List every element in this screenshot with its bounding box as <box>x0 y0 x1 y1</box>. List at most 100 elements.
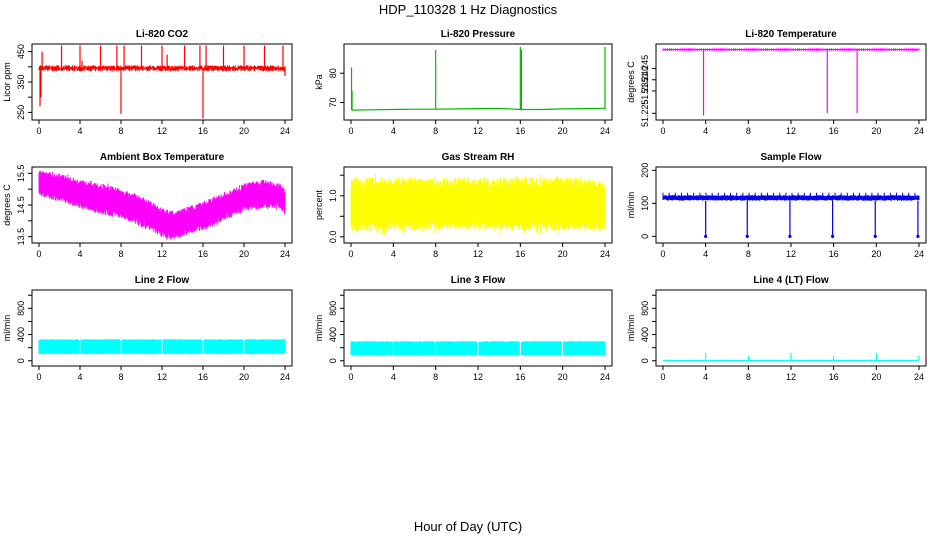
x-tick-label: 0 <box>36 249 41 259</box>
y-axis: 250 350 450 <box>16 44 32 120</box>
x-tick-label: 16 <box>198 126 208 136</box>
y-tick-label: 800 <box>328 301 338 316</box>
x-tick-label: 16 <box>198 372 208 382</box>
x-axis: 0 4 8 12 16 20 24 <box>348 366 610 382</box>
x-tick-label: 4 <box>391 249 396 259</box>
panel-8: Line 3 Flow ml/min 0 4 8 12 16 20 24 0 400 800 <box>314 275 613 382</box>
x-tick-label: 4 <box>703 249 708 259</box>
data-band <box>662 192 920 201</box>
panel-1: Li-820 CO2 Licor ppm 0 4 8 12 16 20 24 250 350 450 <box>2 29 293 136</box>
x-tick-label: 20 <box>558 126 568 136</box>
x-tick-label: 24 <box>600 126 610 136</box>
panel-4: Ambient Box Temperature degrees C 0 4 8 12 16 2… <box>2 152 293 259</box>
x-tick-label: 20 <box>239 126 249 136</box>
x-tick-label: 20 <box>558 249 568 259</box>
x-tick-label: 8 <box>118 372 123 382</box>
plot-frame <box>655 166 927 244</box>
x-tick-label: 4 <box>703 372 708 382</box>
y-tick-label: 400 <box>640 327 650 342</box>
panel-5: Gas Stream RH percent 0 4 8 12 16 20 24 0.0 1.0 <box>314 152 613 259</box>
panel-title: Gas Stream RH <box>442 152 515 163</box>
panel-title: Line 2 Flow <box>135 275 190 286</box>
y-axis-label: Licor ppm <box>2 62 12 102</box>
x-tick-label: 24 <box>280 372 290 382</box>
y-tick-label: 51.245 <box>640 55 650 83</box>
y-axis-label: percent <box>314 189 324 220</box>
y-axis: 70 80 <box>328 68 344 107</box>
x-tick-label: 4 <box>77 126 82 136</box>
x-tick-label: 0 <box>36 126 41 136</box>
x-tick-label: 8 <box>746 126 751 136</box>
x-tick-label: 16 <box>829 372 839 382</box>
x-tick-label: 16 <box>515 249 525 259</box>
panel-title: Li-820 Temperature <box>745 29 837 40</box>
y-axis-label: degrees C <box>626 61 636 103</box>
panel-3: Li-820 Temperature degrees C 0 4 8 12 16 20 24 51… <box>626 29 927 136</box>
x-tick-label: 24 <box>280 249 290 259</box>
x-tick-label: 12 <box>157 126 167 136</box>
dip-point-3 <box>788 234 792 238</box>
panel-title: Ambient Box Temperature <box>100 152 225 163</box>
x-tick-label: 8 <box>118 126 123 136</box>
y-tick-label: 800 <box>16 301 26 316</box>
x-tick-label: 20 <box>871 372 881 382</box>
x-tick-label: 16 <box>829 249 839 259</box>
x-tick-label: 12 <box>157 249 167 259</box>
x-tick-label: 0 <box>660 126 665 136</box>
x-tick-label: 0 <box>348 249 353 259</box>
x-tick-label: 8 <box>746 372 751 382</box>
plot-frame <box>31 289 293 367</box>
y-axis: 0 400 800 <box>16 294 32 363</box>
x-tick-label: 4 <box>77 249 82 259</box>
x-axis: 0 4 8 12 16 20 24 <box>348 120 610 136</box>
x-tick-label: 24 <box>914 126 924 136</box>
panel-title: Li-820 Pressure <box>441 29 516 40</box>
y-axis-label: degrees C <box>2 184 12 226</box>
x-tick-label: 8 <box>433 249 438 259</box>
x-tick-label: 16 <box>515 126 525 136</box>
panel-7: Line 2 Flow ml/min 0 4 8 12 16 20 24 0 400 800 <box>2 275 293 382</box>
panel-6: Sample Flow ml/min 0 4 8 12 16 20 24 0 100 200 <box>626 152 927 259</box>
x-tick-label: 12 <box>157 372 167 382</box>
panel-9: Line 4 (LT) Flow ml/min 0 4 8 12 16 20 24 0 400 800 <box>626 275 927 382</box>
x-tick-label: 12 <box>786 372 796 382</box>
x-tick-label: 4 <box>391 372 396 382</box>
y-tick-label: 1.0 <box>328 189 338 202</box>
y-axis: 0 400 800 <box>328 294 344 363</box>
x-axis: 0 4 8 12 16 20 24 <box>36 243 290 259</box>
series-5 <box>350 173 606 236</box>
x-tick-label: 0 <box>660 249 665 259</box>
x-tick-label: 12 <box>473 372 483 382</box>
dip-point-4 <box>831 234 835 238</box>
panel-title: Line 4 (LT) Flow <box>753 275 829 286</box>
panel-title: Line 3 Flow <box>451 275 506 286</box>
series-3 <box>662 48 920 116</box>
x-tick-label: 8 <box>433 126 438 136</box>
x-axis: 0 4 8 12 16 20 24 <box>36 366 290 382</box>
x-axis: 0 4 8 12 16 20 24 <box>660 120 924 136</box>
y-tick-label: 51.235 <box>640 77 650 105</box>
series-9 <box>663 352 920 362</box>
x-tick-label: 12 <box>473 249 483 259</box>
series-7 <box>38 339 286 355</box>
x-tick-label: 4 <box>703 126 708 136</box>
panel-title: Sample Flow <box>760 152 821 163</box>
x-tick-label: 24 <box>914 249 924 259</box>
x-tick-label: 8 <box>746 249 751 259</box>
y-tick-label: 51.225 <box>640 100 650 128</box>
x-tick-label: 8 <box>118 249 123 259</box>
x-tick-label: 20 <box>239 372 249 382</box>
x-tick-label: 4 <box>391 126 396 136</box>
x-tick-label: 16 <box>198 249 208 259</box>
y-axis-label: ml/min <box>314 315 324 342</box>
x-tick-label: 0 <box>36 372 41 382</box>
x-tick-label: 12 <box>786 249 796 259</box>
data-band <box>38 170 286 241</box>
y-axis-label: ml/min <box>626 315 636 342</box>
y-axis: 0 400 800 <box>640 294 656 363</box>
y-tick-label: 200 <box>640 163 650 178</box>
x-tick-label: 20 <box>871 249 881 259</box>
y-tick-label: 250 <box>16 105 26 120</box>
